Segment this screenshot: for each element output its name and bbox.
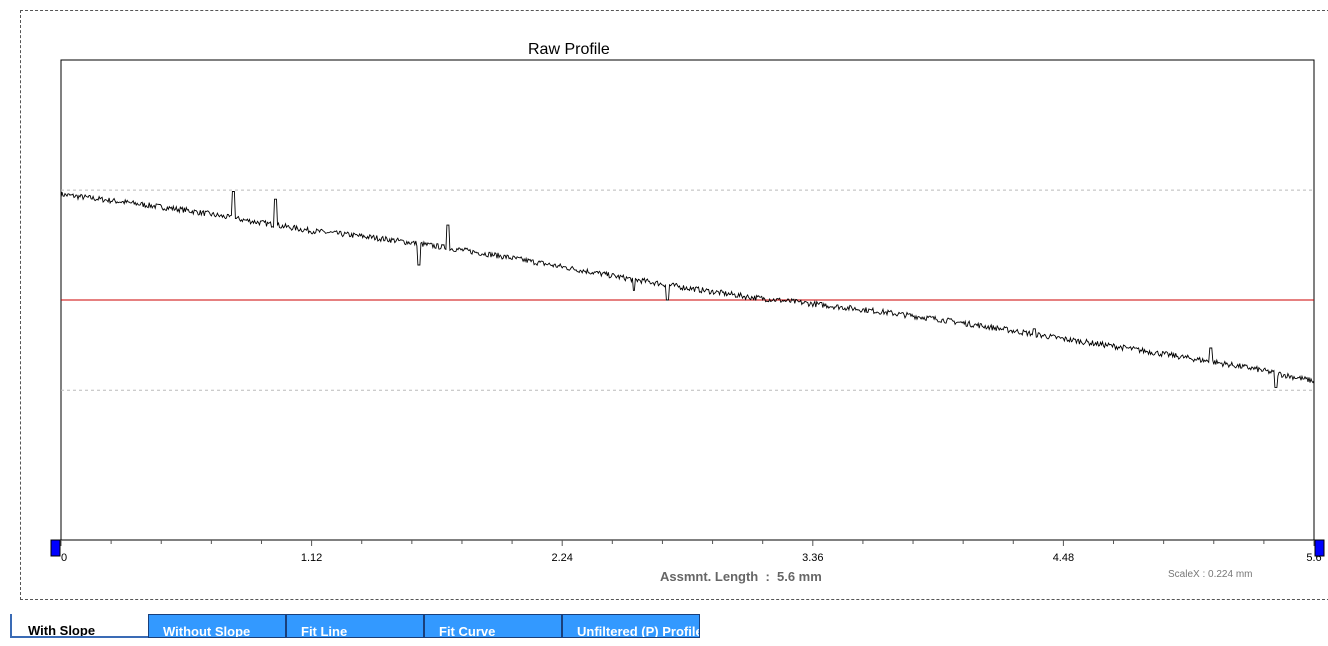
right-range-handle: [1314, 539, 1325, 557]
x-tick-label: 3.36: [802, 552, 823, 564]
profile-chart: 0 1.12 2.24 3.36 4.48 5.6: [50, 59, 1325, 564]
tab-with-slope[interactable]: With Slope: [10, 614, 148, 638]
tab-unfiltered-profile[interactable]: Unfiltered (P) Profile: [562, 614, 700, 638]
chart-title: Raw Profile: [528, 41, 610, 58]
tab-without-slope[interactable]: Without Slope: [148, 614, 286, 638]
assessment-length-label: Assmnt. Length : 5.6 mm: [660, 569, 822, 584]
scale-x-label: ScaleX : 0.224 mm: [1168, 569, 1253, 580]
x-tick-label: 4.48: [1053, 552, 1074, 564]
profile-view-tabs: With Slope Without Slope Fit Line Fit Cu…: [10, 614, 700, 638]
x-tick-label: 2.24: [551, 552, 572, 564]
x-tick-label: 0: [61, 552, 67, 564]
tab-fit-curve[interactable]: Fit Curve: [424, 614, 562, 638]
profile-line: [60, 191, 1315, 388]
x-tick-label: 1.12: [301, 552, 322, 564]
left-range-handle: [50, 539, 61, 557]
chart-frame: [20, 10, 1328, 600]
tab-fit-line[interactable]: Fit Line: [286, 614, 424, 638]
